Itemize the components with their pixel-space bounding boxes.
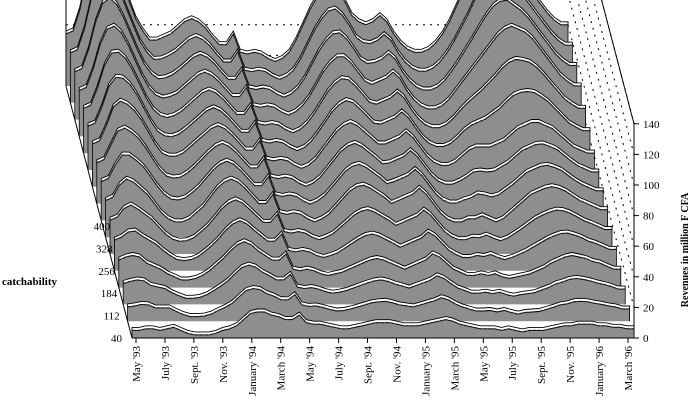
- x-tick-label: Nov. '94: [391, 346, 403, 383]
- z-tick-label: 40: [111, 333, 123, 345]
- z-tick-label: 112: [104, 311, 120, 323]
- axes-group: 0 20 40 60 80 100 120 140 May '93 July '93 Sept. '…: [65, 85, 660, 396]
- x-tick-label: January '95: [420, 346, 432, 396]
- y-tick-label: 100: [643, 180, 660, 192]
- x-tick-label: Sept. '93: [189, 346, 201, 385]
- ribbon-edge: [105, 178, 608, 223]
- y-tick-label: 20: [643, 302, 655, 314]
- ribbon-group: [65, 0, 635, 338]
- y-tick-label: 120: [643, 149, 660, 161]
- x-tick-label: January '96: [594, 346, 606, 396]
- z-axis-title: catchability: [2, 276, 57, 288]
- side-grid-line: [569, 0, 635, 247]
- y-tick-label: 60: [643, 241, 655, 253]
- x-tick-label: May '94: [305, 346, 317, 382]
- ribbon-edge: [78, 25, 582, 116]
- z-tick-label: 184: [101, 288, 118, 300]
- ribbon-edge: [96, 127, 599, 187]
- ribbon-area: [132, 312, 634, 338]
- ribbon-edge: [83, 51, 586, 134]
- ribbon-edge: [65, 0, 568, 63]
- ribbon-edge: [109, 199, 612, 242]
- x-tick-label: March '95: [449, 346, 461, 391]
- side-grid-line: [567, 24, 635, 277]
- side-grid-line: [601, 0, 635, 124]
- side-grid-line: [593, 0, 635, 155]
- ribbon-edge: [87, 76, 590, 152]
- x-tick-label: Nov. '93: [218, 346, 230, 383]
- x-tick-label: July '95: [507, 346, 519, 381]
- ribbon-edge: [118, 241, 621, 281]
- ribbon-edge: [123, 264, 626, 299]
- y-tick-label: 40: [643, 272, 655, 284]
- y-tick-label: 80: [643, 211, 655, 223]
- ribbon-band: [87, 73, 591, 152]
- y-axis-title: Revenues in million F CFA: [680, 192, 691, 307]
- ribbon-edge: [114, 220, 617, 262]
- x-tick-label: July '94: [334, 346, 346, 381]
- ribbon-edge: [70, 0, 573, 80]
- ribbon-edge: [92, 100, 595, 170]
- ribbon-edge: [100, 154, 604, 205]
- x-tick-label: Sept. '94: [363, 346, 375, 385]
- side-grid-line: [585, 0, 635, 186]
- x-tick-label: May '93: [131, 346, 143, 382]
- x-tick-label: Nov. '95: [565, 346, 577, 383]
- x-tick-label: March '96: [623, 346, 635, 391]
- x-tick-label: July '93: [160, 346, 172, 381]
- y-tick-label: 0: [643, 333, 649, 345]
- x-tick-label: May '95: [478, 346, 490, 382]
- z-tick-label: 256: [98, 266, 115, 278]
- z-tick-label: 400: [94, 221, 111, 233]
- ribbon-edge: [74, 0, 577, 98]
- x-tick-label: Sept. '95: [536, 346, 548, 385]
- depth-axis-line: [65, 85, 133, 339]
- x-tick-label: March '94: [276, 346, 288, 391]
- ribbon-edge: [132, 311, 634, 336]
- side-grid-line: [577, 0, 635, 216]
- ribbon-edge: [127, 287, 630, 318]
- y-tick-label: 140: [643, 119, 660, 131]
- x-tick-label: January '94: [247, 346, 259, 396]
- z-tick-label: 328: [96, 243, 113, 255]
